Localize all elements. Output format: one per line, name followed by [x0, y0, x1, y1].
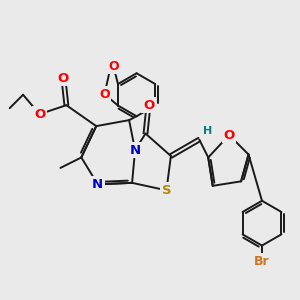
Text: O: O: [108, 60, 119, 73]
Text: N: N: [130, 143, 141, 157]
Text: H: H: [203, 126, 212, 136]
Text: O: O: [99, 88, 110, 101]
Text: Br: Br: [254, 255, 270, 268]
Text: O: O: [224, 129, 235, 142]
Text: O: O: [58, 72, 69, 85]
Text: N: N: [92, 178, 103, 191]
Text: O: O: [34, 108, 45, 121]
Text: S: S: [162, 184, 171, 197]
Text: O: O: [143, 99, 154, 112]
